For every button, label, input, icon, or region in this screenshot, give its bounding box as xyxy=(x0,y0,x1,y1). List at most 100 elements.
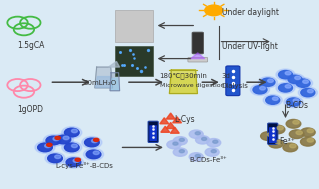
Circle shape xyxy=(55,155,61,159)
Circle shape xyxy=(258,77,278,88)
FancyBboxPatch shape xyxy=(149,125,157,141)
Circle shape xyxy=(93,138,99,141)
Text: 180℃，30min: 180℃，30min xyxy=(160,72,207,79)
Circle shape xyxy=(261,132,275,140)
Circle shape xyxy=(48,154,63,163)
Circle shape xyxy=(283,143,298,152)
Circle shape xyxy=(290,144,296,148)
Circle shape xyxy=(53,133,73,146)
Circle shape xyxy=(73,159,79,163)
Text: B-CDs-Fe³⁺: B-CDs-Fe³⁺ xyxy=(190,157,227,163)
Circle shape xyxy=(92,139,98,143)
Circle shape xyxy=(253,86,267,94)
Circle shape xyxy=(173,137,187,145)
Circle shape xyxy=(266,96,280,104)
Circle shape xyxy=(84,148,104,160)
Circle shape xyxy=(275,140,282,144)
Text: Dialysis: Dialysis xyxy=(222,83,249,89)
Circle shape xyxy=(301,88,315,97)
Circle shape xyxy=(261,78,275,86)
Circle shape xyxy=(56,135,71,144)
Circle shape xyxy=(71,129,78,133)
Circle shape xyxy=(213,140,218,143)
Circle shape xyxy=(167,140,181,149)
Circle shape xyxy=(307,129,314,133)
Circle shape xyxy=(268,79,273,82)
Circle shape xyxy=(189,153,203,161)
Circle shape xyxy=(289,130,304,139)
Circle shape xyxy=(288,75,302,84)
Circle shape xyxy=(93,151,99,155)
Circle shape xyxy=(269,139,283,148)
Circle shape xyxy=(211,150,216,153)
Circle shape xyxy=(55,136,60,139)
Circle shape xyxy=(307,138,314,142)
Circle shape xyxy=(86,150,101,159)
Text: Fe³⁺: Fe³⁺ xyxy=(279,137,295,146)
Circle shape xyxy=(66,158,81,167)
Circle shape xyxy=(45,152,65,164)
Circle shape xyxy=(267,133,274,136)
Polygon shape xyxy=(166,113,175,119)
Circle shape xyxy=(272,97,278,100)
Text: L-Cys: L-Cys xyxy=(174,115,195,124)
FancyBboxPatch shape xyxy=(268,123,278,144)
FancyBboxPatch shape xyxy=(115,10,153,42)
Circle shape xyxy=(278,84,293,92)
Text: 1gOPD: 1gOPD xyxy=(18,105,44,114)
Circle shape xyxy=(270,125,285,134)
Circle shape xyxy=(179,150,184,153)
Circle shape xyxy=(303,80,308,83)
Circle shape xyxy=(277,126,283,130)
Circle shape xyxy=(286,74,305,85)
Circle shape xyxy=(260,87,265,90)
Polygon shape xyxy=(160,118,169,124)
Text: Microwave digestion: Microwave digestion xyxy=(160,84,224,88)
Polygon shape xyxy=(111,78,119,90)
Circle shape xyxy=(64,128,79,137)
Text: B-CDs: B-CDs xyxy=(286,101,308,110)
Polygon shape xyxy=(110,73,120,91)
Text: L-cys-Fe³⁺-B-CDs: L-cys-Fe³⁺-B-CDs xyxy=(56,162,114,169)
Circle shape xyxy=(35,141,55,153)
Circle shape xyxy=(82,136,102,148)
Circle shape xyxy=(300,137,315,146)
Circle shape xyxy=(173,148,187,156)
Circle shape xyxy=(47,143,52,146)
Polygon shape xyxy=(169,70,197,94)
Circle shape xyxy=(308,89,313,93)
Circle shape xyxy=(205,148,219,156)
Circle shape xyxy=(298,87,317,98)
Polygon shape xyxy=(191,53,205,59)
Polygon shape xyxy=(161,126,170,132)
Circle shape xyxy=(46,136,61,145)
Circle shape xyxy=(196,136,210,144)
Circle shape xyxy=(300,128,315,137)
Circle shape xyxy=(64,143,79,152)
Text: Under daylight: Under daylight xyxy=(222,8,279,17)
Polygon shape xyxy=(108,61,120,67)
Text: 1.5gCA: 1.5gCA xyxy=(18,41,45,50)
Circle shape xyxy=(276,69,295,80)
Circle shape xyxy=(285,85,291,88)
Circle shape xyxy=(295,76,300,80)
Polygon shape xyxy=(95,77,112,88)
FancyBboxPatch shape xyxy=(226,66,240,96)
Circle shape xyxy=(45,144,51,148)
Polygon shape xyxy=(170,75,197,93)
Circle shape xyxy=(173,142,178,145)
Polygon shape xyxy=(170,127,179,133)
Circle shape xyxy=(285,71,291,75)
Circle shape xyxy=(296,131,302,135)
Circle shape xyxy=(205,5,223,16)
Circle shape xyxy=(296,79,310,87)
Circle shape xyxy=(63,156,84,168)
Circle shape xyxy=(189,130,203,138)
Circle shape xyxy=(43,135,63,146)
Circle shape xyxy=(195,132,200,135)
Polygon shape xyxy=(95,67,113,88)
Circle shape xyxy=(286,98,300,106)
Circle shape xyxy=(195,154,200,157)
Circle shape xyxy=(293,120,299,124)
Text: 3d: 3d xyxy=(222,73,231,79)
